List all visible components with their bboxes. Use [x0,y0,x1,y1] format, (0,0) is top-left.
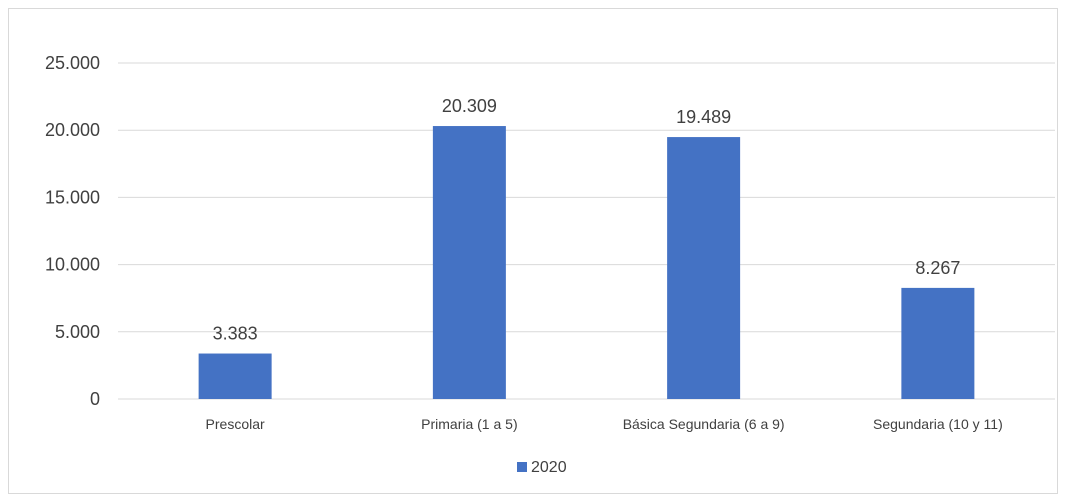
y-axis-tick-labels: 0 5.000 10.000 15.000 20.000 25.000 [45,53,100,409]
x-tick-label-2: Primaria (1 a 5) [421,416,517,432]
y-tick-label-1: 5.000 [55,322,100,342]
chart-frame [8,8,1058,494]
bar-4 [901,287,975,399]
y-tick-label-5: 25.000 [45,53,100,73]
y-tick-label-4: 20.000 [45,120,100,140]
y-tick-label-2: 10.000 [45,255,100,275]
x-axis-tick-labels: Prescolar Primaria (1 a 5) Básica Segundar… [206,416,1003,432]
x-tick-label-1: Prescolar [206,416,265,432]
legend-label-2020: 2020 [531,459,567,476]
bars [198,126,975,399]
y-tick-label-0: 0 [90,389,100,409]
data-labels: 3.383 20.309 19.489 8.267 [213,96,961,343]
bar-2 [432,126,506,399]
data-label-2: 20.309 [442,96,497,116]
y-tick-label-3: 15.000 [45,187,100,207]
x-tick-label-4: Segundaria (10 y 11) [873,416,1003,432]
bar-1 [198,353,272,399]
gridlines [118,62,1055,400]
x-tick-label-3: Básica Segundaria (6 a 9) [623,416,785,432]
legend: 2020 [517,459,567,476]
data-label-4: 8.267 [915,258,960,278]
data-label-1: 3.383 [213,324,258,344]
legend-swatch-2020 [517,462,527,472]
bar-3 [667,137,741,399]
data-label-3: 19.489 [676,107,731,127]
